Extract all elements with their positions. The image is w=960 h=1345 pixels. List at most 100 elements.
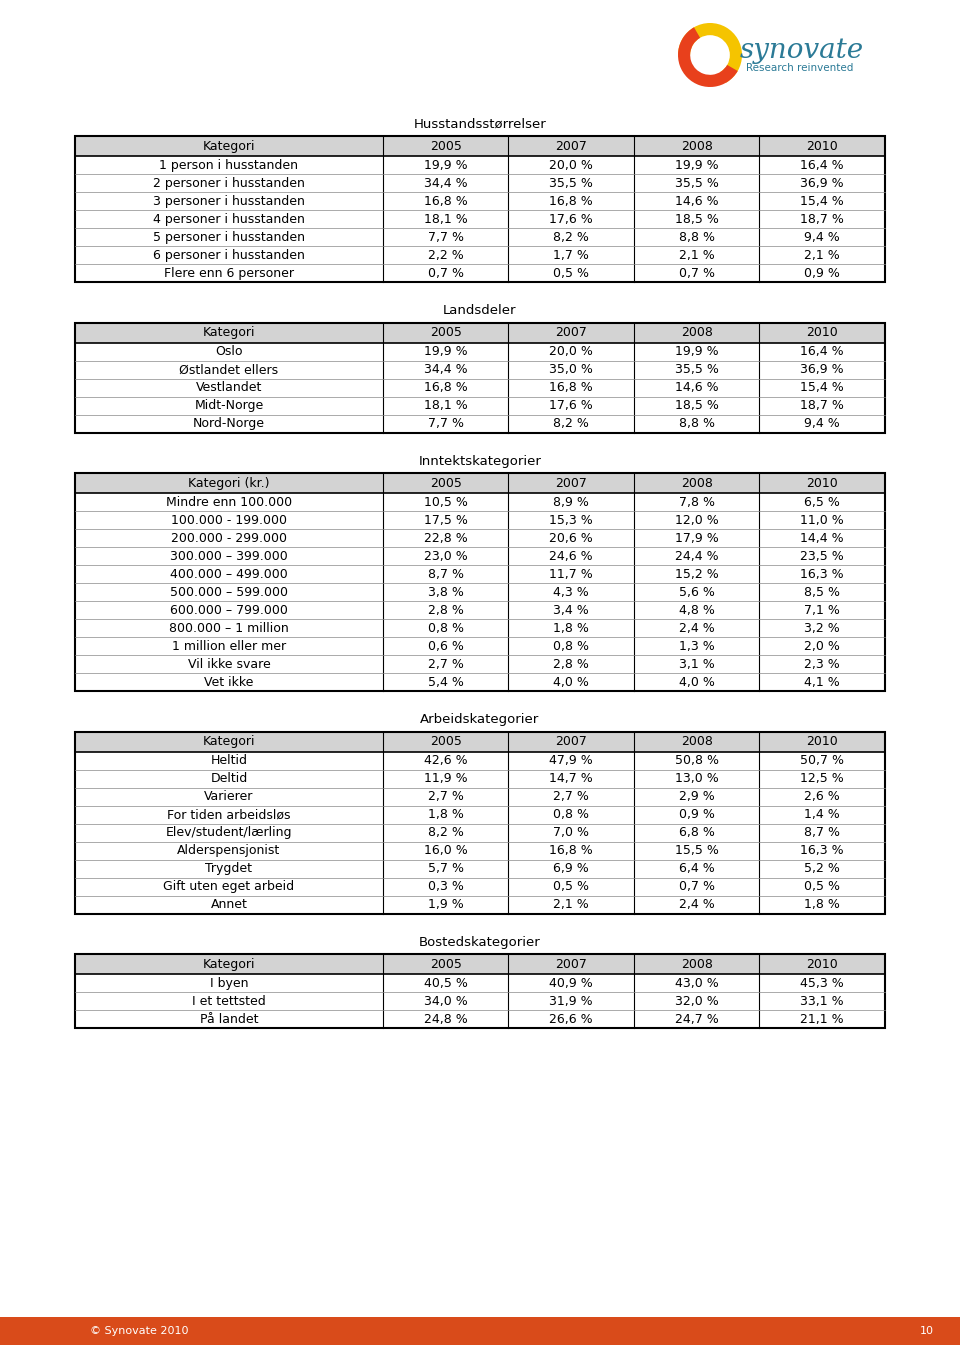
Text: 15,4 %: 15,4 % — [801, 195, 844, 208]
Text: Annet: Annet — [210, 898, 248, 912]
Text: 2,1 %: 2,1 % — [679, 249, 714, 262]
Text: 800.000 – 1 million: 800.000 – 1 million — [169, 621, 289, 635]
Text: Varierer: Varierer — [204, 791, 253, 803]
Text: 600.000 – 799.000: 600.000 – 799.000 — [170, 604, 288, 617]
Text: 18,1 %: 18,1 % — [423, 213, 468, 226]
Text: 9,4 %: 9,4 % — [804, 417, 840, 430]
Text: 35,5 %: 35,5 % — [549, 178, 593, 190]
Text: 16,8 %: 16,8 % — [549, 195, 593, 208]
Text: 2010: 2010 — [806, 140, 838, 153]
Text: Nord-Norge: Nord-Norge — [193, 417, 265, 430]
Text: Kategori: Kategori — [203, 327, 255, 339]
Text: 19,9 %: 19,9 % — [675, 346, 718, 358]
Text: 3,4 %: 3,4 % — [553, 604, 589, 617]
Text: 8,7 %: 8,7 % — [427, 568, 464, 581]
Text: 7,0 %: 7,0 % — [553, 826, 589, 839]
Text: 2005: 2005 — [430, 140, 462, 153]
Text: 24,8 %: 24,8 % — [423, 1013, 468, 1026]
Bar — [0, 1317, 960, 1345]
Text: synovate: synovate — [740, 36, 864, 63]
Text: 8,2 %: 8,2 % — [427, 826, 464, 839]
Text: 15,5 %: 15,5 % — [675, 845, 719, 857]
Bar — [75, 136, 885, 156]
Text: 2005: 2005 — [430, 736, 462, 748]
Text: 16,8 %: 16,8 % — [549, 845, 593, 857]
Text: 0,6 %: 0,6 % — [427, 640, 464, 652]
Text: 2005: 2005 — [430, 477, 462, 490]
Text: 7,8 %: 7,8 % — [679, 496, 714, 508]
Text: Oslo: Oslo — [215, 346, 243, 358]
Text: 20,0 %: 20,0 % — [549, 159, 593, 172]
Text: 7,1 %: 7,1 % — [804, 604, 840, 617]
Text: 34,4 %: 34,4 % — [423, 363, 468, 377]
Text: Heltid: Heltid — [210, 755, 248, 767]
Text: 0,7 %: 0,7 % — [679, 880, 714, 893]
Text: 6,4 %: 6,4 % — [679, 862, 714, 876]
Text: 19,9 %: 19,9 % — [423, 159, 468, 172]
Text: 42,6 %: 42,6 % — [423, 755, 468, 767]
Text: I et tettsted: I et tettsted — [192, 995, 266, 1007]
Text: 6,5 %: 6,5 % — [804, 496, 840, 508]
Bar — [75, 473, 885, 691]
Text: 15,3 %: 15,3 % — [549, 514, 593, 527]
Text: 40,5 %: 40,5 % — [423, 976, 468, 990]
Text: 0,8 %: 0,8 % — [427, 621, 464, 635]
Text: 2,7 %: 2,7 % — [427, 791, 464, 803]
Text: 200.000 - 299.000: 200.000 - 299.000 — [171, 531, 287, 545]
Text: 0,9 %: 0,9 % — [679, 808, 714, 822]
Text: 47,9 %: 47,9 % — [549, 755, 593, 767]
Text: 2,8 %: 2,8 % — [427, 604, 464, 617]
Text: 19,9 %: 19,9 % — [423, 346, 468, 358]
Text: 2007: 2007 — [555, 140, 588, 153]
Text: Vil ikke svare: Vil ikke svare — [187, 658, 271, 671]
Text: 2,8 %: 2,8 % — [553, 658, 589, 671]
Text: For tiden arbeidsløs: For tiden arbeidsløs — [167, 808, 291, 822]
Text: 0,7 %: 0,7 % — [679, 266, 714, 280]
Text: 50,8 %: 50,8 % — [675, 755, 719, 767]
Text: 17,6 %: 17,6 % — [549, 213, 593, 226]
Text: 2,4 %: 2,4 % — [679, 898, 714, 912]
Text: 8,7 %: 8,7 % — [804, 826, 840, 839]
Text: 20,0 %: 20,0 % — [549, 346, 593, 358]
Text: 8,2 %: 8,2 % — [553, 417, 589, 430]
Bar — [75, 136, 885, 282]
Text: 14,6 %: 14,6 % — [675, 382, 718, 394]
Text: Deltid: Deltid — [210, 772, 248, 785]
Text: Midt-Norge: Midt-Norge — [194, 399, 264, 413]
Text: 2,4 %: 2,4 % — [679, 621, 714, 635]
Text: 2,1 %: 2,1 % — [804, 249, 840, 262]
Text: 8,8 %: 8,8 % — [679, 231, 714, 243]
Bar — [75, 954, 885, 974]
Text: 17,9 %: 17,9 % — [675, 531, 718, 545]
Text: 12,5 %: 12,5 % — [801, 772, 844, 785]
Text: 400.000 – 499.000: 400.000 – 499.000 — [170, 568, 288, 581]
Text: 4,1 %: 4,1 % — [804, 675, 840, 689]
Text: 0,8 %: 0,8 % — [553, 808, 589, 822]
Bar — [75, 323, 885, 343]
Text: 2008: 2008 — [681, 958, 712, 971]
Text: 23,5 %: 23,5 % — [801, 550, 844, 562]
Text: 13,0 %: 13,0 % — [675, 772, 718, 785]
Text: Elev/student/lærling: Elev/student/lærling — [166, 826, 292, 839]
Text: 1,8 %: 1,8 % — [427, 808, 464, 822]
Text: 0,9 %: 0,9 % — [804, 266, 840, 280]
Text: 2010: 2010 — [806, 327, 838, 339]
Text: 15,4 %: 15,4 % — [801, 382, 844, 394]
Text: 1,9 %: 1,9 % — [428, 898, 464, 912]
Text: 2,2 %: 2,2 % — [428, 249, 464, 262]
Text: Gift uten eget arbeid: Gift uten eget arbeid — [163, 880, 295, 893]
Bar — [75, 323, 885, 433]
Text: 43,0 %: 43,0 % — [675, 976, 718, 990]
Text: 17,6 %: 17,6 % — [549, 399, 593, 413]
Text: 1,4 %: 1,4 % — [804, 808, 840, 822]
Text: 1,3 %: 1,3 % — [679, 640, 714, 652]
Text: Flere enn 6 personer: Flere enn 6 personer — [164, 266, 294, 280]
Text: 10: 10 — [920, 1326, 934, 1336]
Text: 2008: 2008 — [681, 736, 712, 748]
Text: 16,3 %: 16,3 % — [801, 568, 844, 581]
Text: 2,0 %: 2,0 % — [804, 640, 840, 652]
Text: 300.000 – 399.000: 300.000 – 399.000 — [170, 550, 288, 562]
Text: 31,9 %: 31,9 % — [549, 995, 593, 1007]
Text: 4,0 %: 4,0 % — [679, 675, 714, 689]
Text: 40,9 %: 40,9 % — [549, 976, 593, 990]
